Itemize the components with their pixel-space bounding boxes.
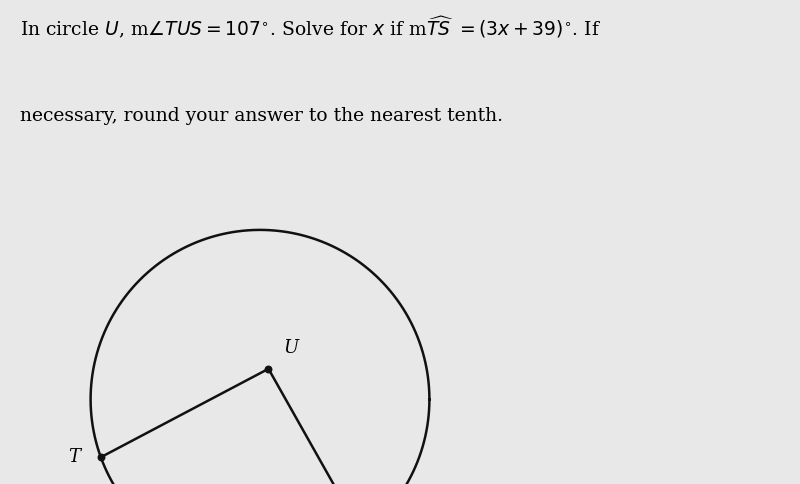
Text: U: U (284, 339, 299, 357)
Point (94, 454, 107, 461)
Point (262, 365, 275, 373)
Text: necessary, round your answer to the nearest tenth.: necessary, round your answer to the near… (19, 106, 502, 125)
Text: In circle $U$, m$\angle TUS = 107^{\circ}$. Solve for $x$ if m$\widehat{TS}$ $= : In circle $U$, m$\angle TUS = 107^{\circ… (19, 15, 601, 41)
Text: T: T (69, 448, 81, 466)
